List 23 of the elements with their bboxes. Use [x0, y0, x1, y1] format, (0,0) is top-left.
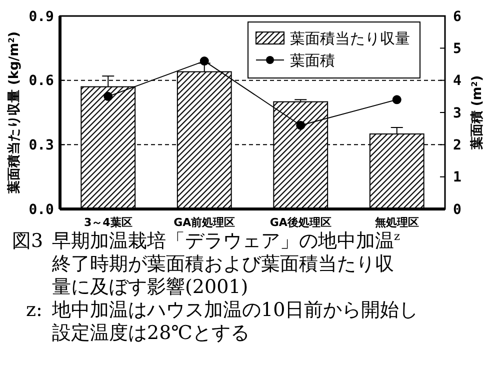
x-tick-label: GA前処理区 [174, 216, 236, 229]
y2-tick-label: 1 [453, 170, 462, 186]
y2-tick-label: 2 [453, 138, 462, 154]
x-tick-label: GA後処理区 [270, 216, 332, 229]
y-tick-label: 0.3 [28, 138, 54, 154]
y2-tick-label: 4 [453, 73, 462, 90]
y-tick-label: 0.0 [28, 202, 54, 218]
text: z:地中加温はハウス加温の10日前から開始し設定温度は28℃とする [26, 299, 418, 344]
y2-tick-label: 6 [453, 8, 462, 25]
point [392, 95, 402, 104]
point [296, 120, 306, 130]
y2-tick-label: 5 [453, 41, 462, 58]
legend-label: 葉面積当たり収量 [290, 29, 410, 48]
point [104, 92, 113, 101]
y2-tick-label: 0 [453, 202, 462, 218]
y-tick-label: 0.6 [28, 73, 54, 90]
x-tick-label: 3～4葉区 [84, 216, 132, 229]
y2-tick-label: 3 [453, 105, 462, 122]
x-tick-label: 無処理区 [374, 216, 419, 229]
y-tick-label: 0.9 [28, 8, 54, 25]
point [200, 56, 209, 66]
text: 図3 早期加温栽培「デラウェア」の地中加温$^{z}$終了時期が葉面積および葉面積当たり収量に及ぼす影響(2001) [12, 229, 400, 298]
legend-label: 葉面積 [290, 51, 335, 70]
